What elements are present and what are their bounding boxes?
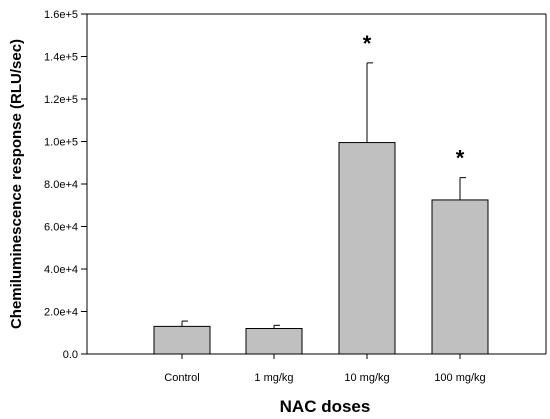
y-tick-label-1: 2.0e+4 <box>44 307 78 319</box>
y-tick-label-6: 1.2e+5 <box>44 94 78 106</box>
bar-0 <box>153 325 211 355</box>
error-bars-group <box>181 62 466 329</box>
x-tick-label-0: Control <box>164 372 199 384</box>
significance-star-3: * <box>456 146 465 171</box>
y-tick-label-8: 1.6e+5 <box>44 9 78 21</box>
bar-1 <box>245 328 303 355</box>
x-tick-label-1: 1 mg/kg <box>254 372 293 384</box>
axes-group: Control 1 mg/kg 10 mg/kg 100 mg/kg 0.0 2.0e+4… <box>44 9 547 384</box>
bar-2 <box>338 142 396 355</box>
y-tick-label-5: 1.0e+5 <box>44 137 78 149</box>
bars-group <box>153 142 489 355</box>
y-tick-label-7: 1.4e+5 <box>44 52 78 64</box>
x-tick-label-3: 100 mg/kg <box>434 372 485 384</box>
y-axis-title: Chemiluminescence response (RLU/sec) <box>8 39 25 329</box>
x-tick-label-2: 10 mg/kg <box>344 372 389 384</box>
y-tick-label-4: 8.0e+4 <box>44 179 78 191</box>
y-tick-label-3: 6.0e+4 <box>44 222 78 234</box>
significance-markers: ** <box>363 31 465 171</box>
significance-star-2: * <box>363 31 372 56</box>
x-axis-title: NAC doses <box>280 397 371 416</box>
bar-3 <box>431 199 489 355</box>
y-tick-label-2: 4.0e+4 <box>44 264 78 276</box>
y-tick-label-0: 0.0 <box>63 349 78 361</box>
